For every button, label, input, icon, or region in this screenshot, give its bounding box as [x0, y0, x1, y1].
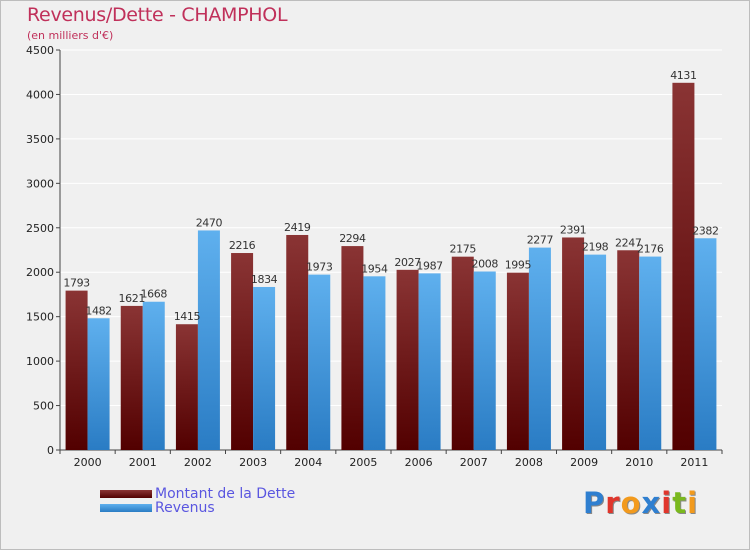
data-label-dette: 2216: [229, 239, 256, 252]
data-label-dette: 2247: [615, 236, 642, 249]
data-label-revenus: 1987: [416, 259, 443, 272]
bars: [65, 82, 717, 451]
x-tick-label: 2008: [515, 456, 543, 469]
x-tick-label: 2009: [570, 456, 598, 469]
chart-subtitle: (en milliers d'€): [27, 29, 114, 42]
bar-revenus: [584, 254, 607, 450]
x-tick-label: 2011: [680, 456, 708, 469]
logo-letter: i: [687, 486, 699, 520]
data-label-revenus: 2008: [472, 258, 499, 271]
data-label-revenus: 1482: [85, 304, 111, 317]
bar-dette: [506, 272, 529, 450]
data-label-dette: 4131: [670, 69, 696, 82]
x-tick-label: 2006: [405, 456, 433, 469]
x-tick-label: 2005: [349, 456, 377, 469]
data-label-revenus: 1973: [306, 261, 333, 274]
x-tick-label: 2003: [239, 456, 267, 469]
logo-letter: i: [661, 486, 673, 520]
bar-revenus: [473, 271, 496, 450]
bar-revenus: [418, 273, 441, 450]
bar-dette: [451, 256, 474, 450]
y-tick-label: 1500: [26, 311, 54, 324]
x-tick-label: 2010: [625, 456, 653, 469]
bar-revenus: [639, 256, 662, 450]
data-label-dette: 1415: [174, 310, 201, 323]
x-tick-label: 2001: [129, 456, 157, 469]
bar-dette: [231, 253, 254, 450]
x-tick-label: 2002: [184, 456, 212, 469]
bar-revenus: [142, 301, 165, 450]
bar-revenus: [197, 230, 220, 450]
logo-letter: x: [641, 486, 662, 520]
data-label-revenus: 1954: [361, 262, 388, 275]
grid-lines: [60, 49, 722, 407]
y-tick-label: 3500: [26, 133, 54, 146]
data-label-revenus: 2176: [637, 243, 664, 256]
y-tick-label: 500: [33, 400, 54, 413]
legend-label-revenus: Revenus: [155, 500, 215, 516]
legend-swatch-dette: [100, 490, 152, 498]
y-tick-label: 0: [47, 444, 54, 457]
data-label-dette: 2294: [339, 232, 366, 245]
data-label-dette: 2391: [560, 223, 586, 236]
data-label-revenus: 2198: [582, 241, 609, 254]
data-label-dette: 1995: [505, 259, 532, 272]
data-label-revenus: 2470: [196, 216, 223, 229]
logo-letter: P: [583, 486, 606, 520]
y-tick-label: 4500: [26, 44, 54, 57]
bar-dette: [672, 82, 695, 451]
y-tick-label: 1000: [26, 355, 54, 368]
data-label-dette: 1793: [63, 277, 90, 290]
x-tick-label: 2004: [294, 456, 322, 469]
x-tick-label: 2000: [74, 456, 102, 469]
chart-title: Revenus/Dette - CHAMPHOL: [27, 4, 288, 26]
bar-dette: [617, 250, 640, 450]
y-tick-label: 2000: [26, 266, 54, 279]
logo-letter: t: [672, 486, 688, 520]
bar-revenus: [694, 238, 717, 450]
legend-item-dette: Montant de la Dette: [100, 486, 296, 502]
y-tick-label: 3000: [26, 177, 54, 190]
data-label-dette: 2027: [394, 256, 421, 269]
x-tick-label: 2007: [460, 456, 488, 469]
bar-revenus: [308, 274, 331, 450]
bar-dette: [120, 305, 143, 450]
bar-revenus: [87, 318, 110, 450]
bar-dette: [65, 290, 88, 450]
data-label-revenus: 1834: [251, 273, 278, 286]
data-label-revenus: 1668: [141, 288, 168, 301]
legend-label-dette: Montant de la Dette: [155, 486, 296, 502]
legend-item-revenus: Revenus: [100, 500, 215, 516]
data-label-dette: 2419: [284, 221, 311, 234]
proxiti-logo: Proxiti: [583, 486, 698, 520]
bar-dette: [286, 234, 309, 450]
logo-letter: o: [620, 486, 642, 520]
data-label-dette: 1621: [119, 292, 145, 305]
data-label-revenus: 2382: [692, 224, 718, 237]
data-label-revenus: 2277: [527, 234, 554, 247]
bar-dette: [396, 269, 419, 450]
logo-letter: r: [605, 486, 621, 520]
data-label-dette: 2175: [450, 243, 477, 256]
legend-swatch-revenus: [100, 504, 152, 512]
bar-dette: [562, 237, 585, 450]
bar-revenus: [363, 276, 386, 450]
bar-dette: [175, 324, 198, 450]
bar-dette: [341, 246, 364, 450]
y-tick-label: 4000: [26, 88, 54, 101]
bar-revenus: [528, 247, 551, 450]
y-tick-label: 2500: [26, 222, 54, 235]
bar-revenus: [253, 286, 276, 450]
axes: 0 500 1000 1500 2000 2500 3000 3500 4000 4500 2000…: [26, 44, 723, 469]
